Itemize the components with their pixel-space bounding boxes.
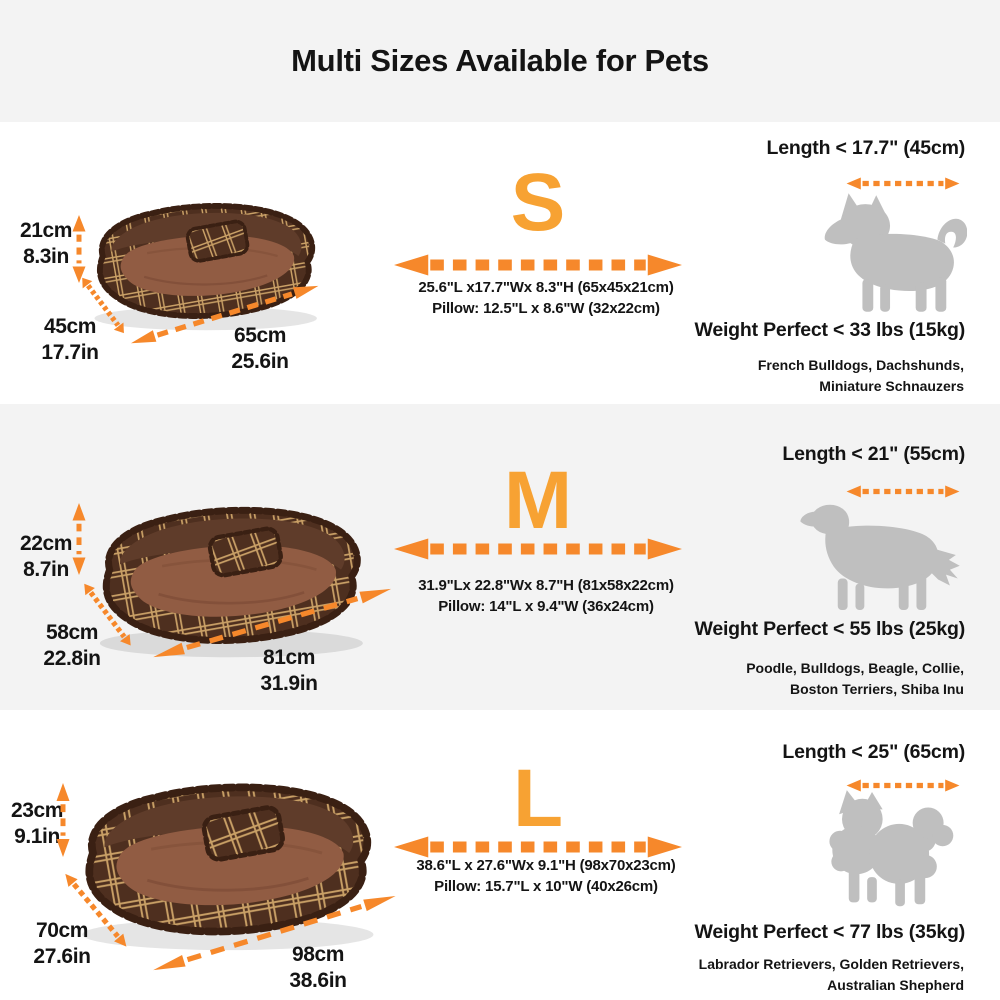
size-letter: S bbox=[510, 157, 566, 248]
height-arrow-icon bbox=[72, 503, 86, 575]
bed-height-label: 22cm 8.7in bbox=[8, 531, 84, 582]
bed-width-label: 65cm 25.6in bbox=[216, 323, 304, 374]
bed-height-in: 9.1in bbox=[14, 824, 60, 848]
pillow-dimensions-text: Pillow: 15.7"L x 10"W (40x26cm) bbox=[434, 878, 658, 895]
dog-weight-limit: Weight Perfect < 33 lbs (15kg) bbox=[694, 319, 965, 341]
breed-list: French Bulldogs, Dachshunds, Miniature S… bbox=[757, 357, 964, 394]
size-letter: M bbox=[503, 455, 573, 546]
dog-length-arrow-icon bbox=[846, 485, 960, 498]
bed-width-cm: 65cm bbox=[233, 324, 287, 347]
pillow-dimensions-text: Pillow: 12.5"L x 8.6"W (32x22cm) bbox=[432, 300, 660, 317]
bed-depth-cm: 70cm bbox=[35, 919, 89, 942]
large-dog-bed-photo bbox=[82, 783, 374, 951]
dog-weight-limit: Weight Perfect < 55 lbs (25kg) bbox=[694, 618, 965, 640]
bed-dimensions-text: 38.6"L x 27.6"Wx 9.1"H (98x70x23cm) bbox=[416, 857, 676, 874]
size-span-arrow-icon bbox=[394, 254, 682, 276]
husky-dog-silhouette-icon bbox=[824, 193, 967, 312]
bed-depth-label: 58cm 22.8in bbox=[30, 620, 114, 671]
bed-depth-in: 22.8in bbox=[43, 646, 101, 670]
dog-length-arrow-icon bbox=[846, 177, 960, 190]
bed-depth-label: 70cm 27.6in bbox=[22, 918, 102, 969]
bed-width-in: 38.6in bbox=[289, 968, 347, 992]
height-arrow-icon bbox=[56, 783, 70, 857]
bed-height-label: 23cm 9.1in bbox=[2, 798, 72, 849]
size-section-small: 21cm 8.3in 45cm 17.7in 65cm 25.6in S 25.… bbox=[0, 122, 1000, 404]
page-title: Multi Sizes Available for Pets bbox=[291, 43, 709, 78]
bed-width-in: 25.6in bbox=[231, 349, 289, 373]
bed-height-cm: 21cm bbox=[19, 219, 73, 242]
depth-arrow-icon bbox=[65, 873, 127, 947]
bed-width-in: 31.9in bbox=[260, 671, 318, 695]
dog-weight-limit: Weight Perfect < 77 lbs (35kg) bbox=[694, 921, 965, 943]
size-section-large: 23cm 9.1in 70cm 27.6in 98cm 38.6in L 38.… bbox=[0, 710, 1000, 1000]
bed-width-cm: 98cm bbox=[291, 943, 345, 966]
header: Multi Sizes Available for Pets bbox=[0, 0, 1000, 122]
size-span-arrow-icon bbox=[394, 538, 682, 560]
fluffy-dog-silhouette-icon bbox=[829, 790, 954, 907]
width-arrow-icon bbox=[130, 285, 319, 344]
size-span-arrow-icon bbox=[394, 836, 682, 858]
small-dog-bed-photo bbox=[94, 203, 317, 331]
bed-height-label: 21cm 8.3in bbox=[8, 218, 84, 269]
dog-length-arrow-icon bbox=[846, 779, 960, 792]
bed-width-label: 81cm 31.9in bbox=[244, 645, 334, 696]
depth-arrow-icon bbox=[84, 583, 131, 646]
bed-dimensions-text: 25.6"L x17.7"Wx 8.3"H (65x45x21cm) bbox=[418, 279, 674, 296]
bed-depth-in: 17.7in bbox=[41, 340, 99, 364]
bed-depth-cm: 45cm bbox=[43, 315, 97, 338]
bed-height-cm: 22cm bbox=[19, 532, 73, 555]
bed-height-in: 8.7in bbox=[23, 557, 69, 581]
dog-length-limit: Length < 25" (65cm) bbox=[782, 741, 965, 763]
bed-dimensions-text: 31.9"Lx 22.8"Wx 8.7"H (81x58x22cm) bbox=[418, 577, 674, 594]
bed-depth-in: 27.6in bbox=[33, 944, 91, 968]
breed-list: Poodle, Bulldogs, Beagle, Collie, Boston… bbox=[746, 660, 964, 697]
dog-length-limit: Length < 21" (55cm) bbox=[782, 443, 965, 465]
size-section-medium: 22cm 8.7in 58cm 22.8in 81cm 31.9in M 31.… bbox=[0, 404, 1000, 710]
bed-width-label: 98cm 38.6in bbox=[272, 942, 364, 993]
breed-list: Labrador Retrievers, Golden Retrievers, … bbox=[698, 956, 964, 993]
dog-length-limit: Length < 17.7" (45cm) bbox=[766, 137, 966, 159]
depth-arrow-icon bbox=[82, 277, 124, 334]
bed-height-cm: 23cm bbox=[10, 799, 64, 822]
width-arrow-icon bbox=[153, 896, 396, 971]
bed-depth-label: 45cm 17.7in bbox=[30, 314, 110, 365]
bed-depth-cm: 58cm bbox=[45, 621, 99, 644]
retriever-dog-silhouette-icon bbox=[800, 504, 960, 611]
size-letter: L bbox=[512, 753, 564, 844]
height-arrow-icon bbox=[72, 215, 86, 283]
medium-dog-bed-photo bbox=[99, 506, 363, 658]
bed-width-cm: 81cm bbox=[262, 646, 316, 669]
pillow-dimensions-text: Pillow: 14"L x 9.4"W (36x24cm) bbox=[438, 598, 654, 615]
bed-height-in: 8.3in bbox=[23, 244, 69, 268]
width-arrow-icon bbox=[153, 588, 392, 658]
